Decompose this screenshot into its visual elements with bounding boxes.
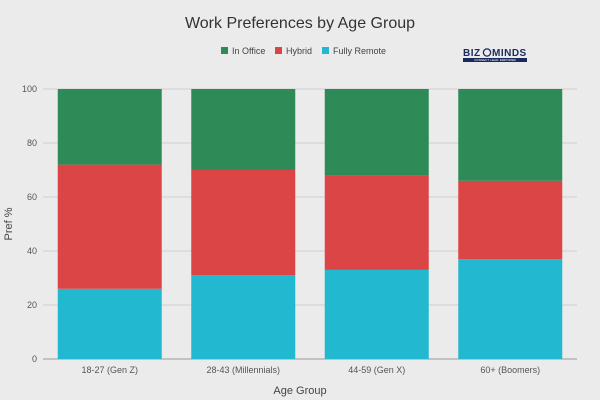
legend-label-fully-remote: Fully Remote [333, 46, 386, 56]
bar-hybrid-18-27-gen-z [57, 164, 162, 289]
legend: In Office Hybrid Fully Remote [221, 46, 386, 56]
legend-label-hybrid: Hybrid [286, 46, 312, 56]
logo-tagline-bar [463, 58, 527, 62]
bar-hybrid-28-43-millennials [191, 170, 296, 276]
y-tick-label: 100 [22, 84, 37, 94]
bizminds-logo: BIZ MINDS CONNECT. LEAD. EMPOWER [463, 48, 527, 62]
x-tick-label: 60+ (Boomers) [480, 365, 540, 375]
x-axis-label: Age Group [273, 385, 326, 397]
legend-label-in-office: In Office [232, 46, 265, 56]
logo-text-left: BIZ [463, 48, 481, 59]
x-tick-label: 28-43 (Millennials) [206, 365, 280, 375]
y-axis-label: Pref % [3, 207, 15, 240]
logo-text-right: MINDS [492, 48, 527, 59]
legend-swatch-fully-remote [322, 47, 329, 54]
bar-hybrid-44-59-gen-x [324, 175, 429, 270]
logo-tagline: CONNECT. LEAD. EMPOWER [474, 58, 516, 62]
y-tick-label: 40 [27, 246, 37, 256]
bars [57, 89, 563, 359]
bar-in-office-18-27-gen-z [57, 89, 162, 165]
x-tick-label: 44-59 (Gen X) [348, 365, 405, 375]
bar-in-office-44-59-gen-x [324, 89, 429, 176]
bar-fully-remote-60-boomers [458, 259, 563, 359]
bar-fully-remote-18-27-gen-z [57, 288, 162, 359]
logo-o-icon [482, 48, 492, 57]
y-axis-ticks: 0 20 40 60 80 100 [22, 84, 37, 364]
bar-hybrid-60-boomers [458, 180, 563, 260]
bar-in-office-28-43-millennials [191, 89, 296, 170]
legend-swatch-in-office [221, 47, 228, 54]
bar-fully-remote-28-43-millennials [191, 275, 296, 359]
bar-fully-remote-44-59-gen-x [324, 269, 429, 359]
bar-in-office-60-boomers [458, 89, 563, 181]
y-tick-label: 20 [27, 300, 37, 310]
y-tick-label: 80 [27, 138, 37, 148]
x-axis-ticks: 18-27 (Gen Z) 28-43 (Millennials) 44-59 (G… [81, 365, 540, 375]
y-tick-label: 60 [27, 192, 37, 202]
legend-swatch-hybrid [275, 47, 282, 54]
x-tick-label: 18-27 (Gen Z) [81, 365, 138, 375]
y-tick-label: 0 [32, 354, 37, 364]
chart-title: Work Preferences by Age Group [185, 15, 415, 32]
